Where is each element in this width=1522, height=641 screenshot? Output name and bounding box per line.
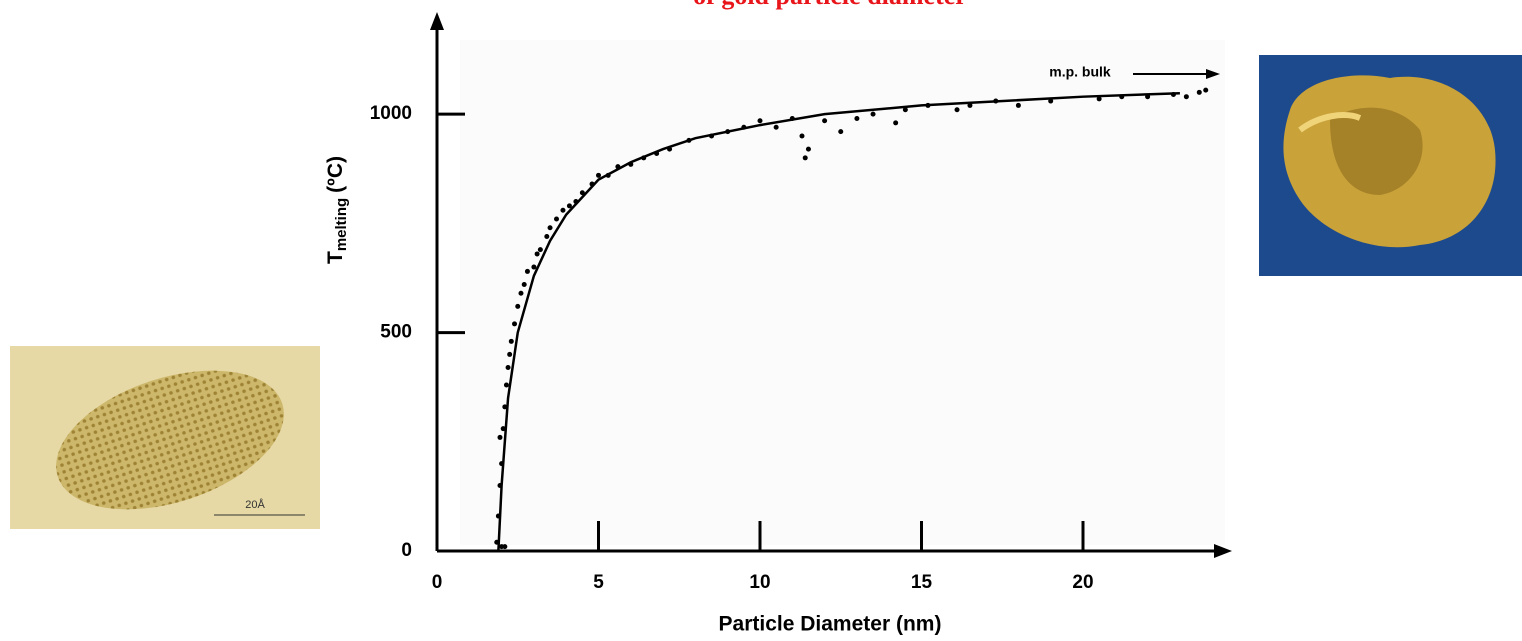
data-point bbox=[1203, 87, 1209, 93]
data-point bbox=[954, 107, 960, 113]
data-point bbox=[544, 233, 550, 239]
data-point bbox=[505, 365, 511, 371]
data-point bbox=[1170, 92, 1176, 98]
nanoparticle-image: 20Å bbox=[10, 346, 320, 529]
data-point bbox=[503, 382, 509, 388]
data-point bbox=[560, 207, 566, 213]
data-point bbox=[822, 118, 828, 124]
x-tick-label: 20 bbox=[1072, 572, 1093, 593]
data-point bbox=[521, 282, 527, 288]
gold-nugget-image bbox=[1259, 55, 1522, 276]
data-point bbox=[573, 199, 579, 205]
x-tick-label: 15 bbox=[911, 572, 933, 593]
data-point bbox=[547, 225, 553, 231]
data-point bbox=[497, 482, 503, 488]
data-point bbox=[494, 539, 500, 545]
data-point bbox=[502, 404, 508, 410]
data-point bbox=[628, 161, 634, 167]
y-axis-label: Tmelting (ºC) bbox=[324, 156, 350, 264]
y-label-unit: (ºC) bbox=[324, 156, 347, 193]
data-point bbox=[654, 150, 660, 156]
data-point bbox=[893, 120, 899, 126]
x-tick-label: 0 bbox=[432, 572, 443, 593]
data-point bbox=[500, 426, 506, 432]
data-point bbox=[1145, 94, 1151, 100]
data-point bbox=[925, 102, 931, 108]
data-point bbox=[566, 203, 572, 209]
data-point bbox=[1048, 98, 1054, 104]
data-point bbox=[757, 118, 763, 124]
data-point bbox=[512, 321, 518, 327]
data-point bbox=[870, 111, 876, 117]
data-point bbox=[854, 116, 860, 122]
data-point bbox=[802, 155, 808, 161]
data-point bbox=[789, 116, 795, 122]
data-point bbox=[615, 164, 621, 170]
data-point bbox=[579, 190, 585, 196]
data-point bbox=[554, 216, 560, 222]
data-point bbox=[499, 461, 505, 467]
data-point bbox=[667, 146, 673, 152]
data-point bbox=[534, 251, 540, 257]
y-tick-label: 500 bbox=[380, 322, 412, 343]
data-point bbox=[518, 290, 524, 296]
data-point bbox=[686, 137, 692, 143]
annotation-arrowhead bbox=[1206, 69, 1220, 79]
chart-title: of gold particle diameter bbox=[693, 0, 967, 10]
y-label-main: T bbox=[324, 251, 347, 264]
data-point bbox=[1015, 102, 1021, 108]
data-point bbox=[596, 172, 601, 178]
y-tick-label: 1000 bbox=[370, 103, 412, 124]
y-label-sub: melting bbox=[333, 198, 350, 251]
x-tick-label: 5 bbox=[593, 572, 604, 593]
data-point bbox=[502, 544, 508, 550]
data-point bbox=[495, 513, 501, 519]
y-axis-arrow bbox=[430, 12, 444, 30]
data-point bbox=[902, 107, 908, 113]
data-point bbox=[709, 133, 715, 139]
x-tick-label: 10 bbox=[749, 572, 770, 593]
data-point bbox=[641, 155, 647, 161]
data-point bbox=[1183, 94, 1189, 100]
data-point bbox=[515, 303, 521, 309]
data-point bbox=[605, 172, 611, 178]
data-point bbox=[967, 102, 973, 108]
data-point bbox=[838, 129, 844, 135]
fit-curve bbox=[497, 91, 1180, 552]
data-point bbox=[589, 181, 595, 187]
data-point bbox=[507, 351, 513, 357]
data-point bbox=[773, 124, 779, 130]
data-point bbox=[725, 129, 731, 135]
data-point bbox=[524, 268, 530, 274]
data-point bbox=[531, 264, 537, 270]
data-point bbox=[1119, 94, 1125, 100]
data-point bbox=[497, 434, 503, 440]
data-point bbox=[741, 124, 747, 130]
y-tick-label: 0 bbox=[401, 540, 412, 561]
data-point bbox=[1096, 96, 1102, 102]
data-point bbox=[993, 98, 999, 104]
x-axis-label: Particle Diameter (nm) bbox=[719, 613, 942, 636]
data-point bbox=[508, 338, 514, 344]
data-point bbox=[805, 146, 811, 152]
plot-background bbox=[460, 40, 1225, 545]
data-point bbox=[799, 133, 805, 139]
annotation: m.p. bulk bbox=[1049, 64, 1111, 80]
x-axis-arrow bbox=[1214, 544, 1232, 558]
data-point bbox=[537, 247, 543, 253]
scale-label: 20Å bbox=[245, 498, 265, 511]
data-point bbox=[1196, 89, 1202, 95]
